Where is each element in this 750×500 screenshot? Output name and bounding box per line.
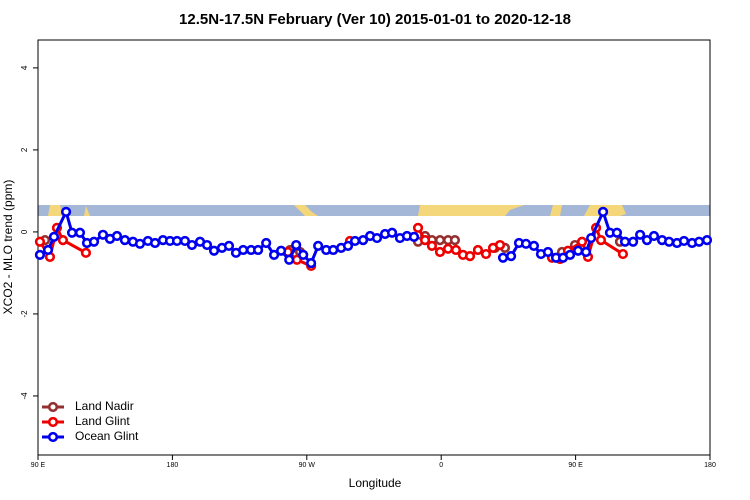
data-point — [580, 246, 592, 258]
y-tick-label: 4 — [20, 65, 29, 70]
data-point — [74, 227, 86, 238]
data-point — [42, 244, 54, 256]
x-tick-label: 90 E — [31, 462, 46, 469]
data-point — [480, 248, 492, 260]
data-point — [34, 249, 46, 260]
data-point — [119, 235, 131, 246]
data-point — [693, 236, 705, 247]
data-point — [208, 245, 220, 256]
data-point — [449, 235, 461, 246]
data-point — [48, 231, 60, 242]
data-point — [342, 240, 354, 251]
data-point — [179, 235, 191, 247]
map-strip — [38, 205, 710, 216]
legend-marker — [47, 401, 59, 413]
data-point — [412, 222, 424, 233]
data-point — [635, 229, 646, 240]
data-point — [171, 235, 183, 247]
data-point — [472, 244, 484, 256]
data-point — [701, 235, 713, 246]
legend-marker — [47, 416, 59, 428]
y-axis-label: XCO2 - MLO trend (ppm) — [1, 180, 15, 315]
data-point — [494, 239, 506, 251]
plot-frame — [37, 39, 711, 456]
data-point — [261, 237, 272, 249]
legend-label: Land Nadir — [75, 399, 134, 413]
data-point — [573, 245, 584, 256]
data-point — [505, 251, 517, 262]
data-point — [434, 235, 446, 246]
data-point — [57, 235, 69, 246]
data-point — [564, 249, 576, 260]
data-point — [134, 238, 146, 249]
data-point — [66, 227, 78, 238]
data-point — [597, 206, 609, 217]
data-point — [617, 248, 629, 260]
data-point — [88, 236, 100, 247]
data-point — [442, 243, 454, 254]
data-point — [450, 244, 462, 256]
data-point — [149, 237, 161, 249]
data-point — [641, 235, 653, 246]
data-point — [97, 229, 109, 240]
data-point — [253, 244, 264, 256]
data-point — [408, 231, 420, 242]
x-tick-label: 180 — [167, 462, 179, 469]
data-point — [80, 247, 92, 258]
data-point — [34, 236, 46, 247]
chart-title: 12.5N-17.5N February (Ver 10) 2015-01-01… — [179, 11, 571, 28]
data-point — [663, 236, 675, 247]
data-point — [595, 235, 607, 246]
data-point — [238, 244, 249, 256]
data-point — [678, 235, 690, 247]
data-point — [298, 249, 309, 260]
data-point — [268, 249, 280, 260]
data-point — [386, 227, 398, 238]
data-point — [111, 230, 123, 242]
data-point — [419, 235, 431, 246]
x-tick-label: 180 — [704, 462, 716, 469]
data-point — [619, 236, 631, 247]
data-point — [223, 240, 235, 251]
y-tick-label: -4 — [20, 392, 29, 400]
data-point — [371, 232, 383, 244]
legend-label: Ocean Glint — [75, 429, 139, 443]
data-point — [276, 245, 287, 256]
data-point — [426, 240, 438, 251]
data-point — [201, 239, 213, 251]
data-point — [497, 252, 509, 263]
data-point — [291, 239, 302, 251]
data-point — [306, 257, 317, 269]
data-point — [576, 236, 588, 247]
legend-label: Land Glint — [75, 414, 130, 428]
x-tick-label: 0 — [439, 462, 443, 469]
data-point — [328, 244, 339, 256]
legend-marker — [47, 431, 59, 443]
y-tick-label: 2 — [20, 147, 29, 152]
data-point — [284, 254, 295, 265]
data-point — [528, 240, 540, 251]
data-point — [349, 235, 361, 247]
y-tick-label: -2 — [20, 310, 29, 318]
data-point — [464, 251, 476, 262]
data-point — [542, 246, 554, 258]
y-tick-label: 0 — [20, 229, 29, 234]
data-point — [313, 240, 324, 251]
data-point — [186, 239, 198, 251]
x-axis-label: Longitude — [349, 476, 402, 490]
data-point — [586, 232, 597, 244]
data-point — [520, 238, 532, 249]
data-point — [434, 246, 446, 258]
data-point — [627, 236, 639, 247]
data-point — [60, 206, 72, 217]
data-point — [611, 227, 623, 238]
x-tick-label: 90 W — [299, 462, 316, 469]
data-point — [357, 235, 369, 246]
data-point — [648, 230, 660, 242]
x-tick-label: 90 E — [568, 462, 583, 469]
